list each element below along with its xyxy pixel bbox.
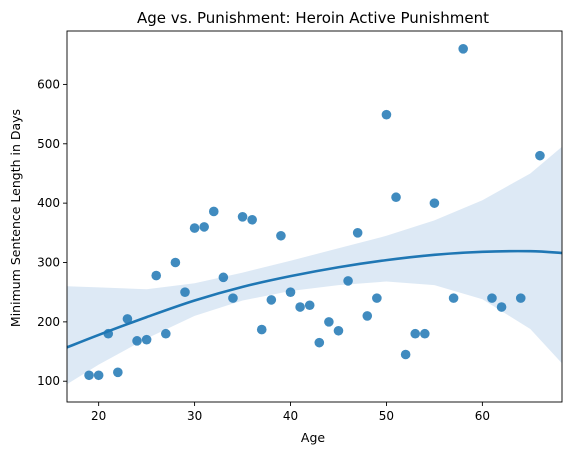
y-tick-label: 300 xyxy=(37,256,60,270)
y-tick-label: 200 xyxy=(37,315,60,329)
data-point xyxy=(372,293,382,303)
y-tick-label: 600 xyxy=(37,77,60,91)
plot-frame xyxy=(66,30,563,403)
data-point xyxy=(276,230,286,241)
data-point xyxy=(93,370,104,381)
data-point xyxy=(400,349,411,360)
y-axis-label: Minimum Sentence Length in Days xyxy=(8,109,23,327)
data-point xyxy=(304,300,315,311)
data-point xyxy=(314,337,325,348)
data-point xyxy=(208,206,219,217)
x-tick-label: 50 xyxy=(379,409,394,423)
data-point xyxy=(84,370,94,381)
data-point xyxy=(199,222,209,232)
data-point xyxy=(496,302,507,312)
data-point xyxy=(247,214,257,225)
data-point xyxy=(266,295,277,305)
x-axis-label: Age xyxy=(301,430,325,445)
x-tick-label: 30 xyxy=(187,409,202,423)
confidence-band-layer xyxy=(67,146,562,385)
axes-layer: 20 30 40 50 60 100 200 300 400 500 600 xyxy=(37,30,563,423)
confidence-band xyxy=(67,146,562,385)
chart-title: Age vs. Punishment: Heroin Active Punish… xyxy=(137,9,489,27)
y-tick-label: 500 xyxy=(37,137,60,151)
y-tick-label: 100 xyxy=(37,374,60,388)
x-tick-label: 20 xyxy=(91,409,106,423)
data-point xyxy=(170,257,181,268)
data-point xyxy=(237,211,248,222)
data-point xyxy=(141,334,152,345)
data-point xyxy=(352,228,363,238)
data-point xyxy=(189,223,200,233)
data-point xyxy=(218,272,229,283)
data-point xyxy=(256,324,267,335)
fit-line xyxy=(66,249,563,349)
data-point xyxy=(391,192,401,203)
data-point xyxy=(333,325,344,336)
data-point xyxy=(515,293,526,303)
fit-line-layer xyxy=(66,249,563,349)
data-point xyxy=(429,198,440,208)
data-point xyxy=(113,367,123,378)
data-point xyxy=(295,302,305,312)
points-layer xyxy=(84,44,545,381)
data-point xyxy=(324,317,334,327)
data-point xyxy=(362,311,373,321)
data-point xyxy=(410,328,421,339)
data-point xyxy=(487,293,497,303)
data-point xyxy=(285,287,296,297)
data-point xyxy=(122,314,133,324)
x-tick-label: 40 xyxy=(283,409,298,423)
x-tick-label: 60 xyxy=(475,409,490,423)
data-point xyxy=(343,276,353,286)
data-point xyxy=(381,109,392,120)
data-point xyxy=(132,336,142,346)
y-tick-label: 400 xyxy=(37,196,60,210)
data-point xyxy=(161,328,171,339)
data-point xyxy=(448,293,459,303)
data-point xyxy=(151,270,162,281)
data-point xyxy=(458,44,468,54)
data-point xyxy=(228,293,238,303)
data-point xyxy=(180,287,190,297)
data-point xyxy=(535,150,545,161)
data-point xyxy=(420,328,430,339)
